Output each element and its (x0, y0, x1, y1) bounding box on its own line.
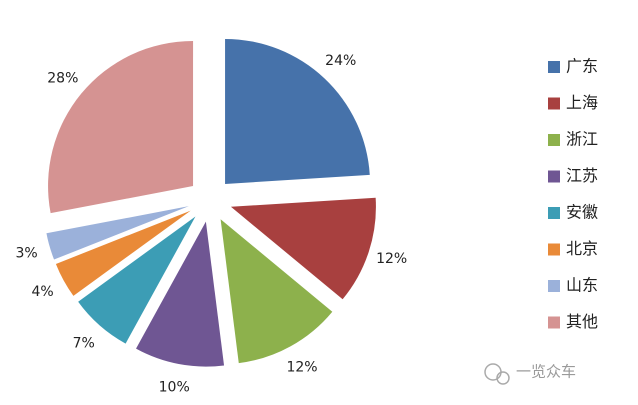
legend-swatch (548, 134, 560, 146)
legend-swatch (548, 207, 560, 219)
value-label: 10% (159, 380, 190, 396)
legend-label: 广东 (566, 57, 598, 76)
watermark: 一览众车 (516, 363, 576, 381)
legend-swatch (548, 97, 560, 110)
pie-slice (136, 221, 225, 367)
value-label: 4% (32, 284, 54, 300)
legend-swatch (548, 61, 560, 73)
legend-label: 北京 (566, 239, 598, 258)
pie-slice (55, 210, 191, 296)
value-label: 3% (15, 245, 37, 261)
legend-swatch (548, 170, 560, 183)
pie-slice (48, 40, 194, 214)
legend-label: 其他 (566, 312, 598, 331)
value-label: 24% (325, 53, 356, 69)
value-label: 12% (376, 251, 407, 267)
pie-slice (78, 216, 196, 344)
legend-label: 上海 (566, 93, 598, 112)
watermark-icon (484, 363, 510, 385)
legend-swatch (548, 316, 560, 329)
pie-slice (46, 206, 189, 260)
pie-slice (220, 219, 333, 364)
value-label: 28% (47, 70, 78, 86)
pie-slice (230, 197, 376, 300)
pie-slice (225, 38, 370, 184)
legend-swatch (548, 243, 560, 256)
legend-label: 浙江 (566, 130, 598, 149)
legend-label: 山东 (566, 276, 598, 295)
legend-swatch (548, 280, 560, 292)
value-label: 12% (286, 359, 317, 375)
value-label: 7% (73, 335, 95, 351)
legend-label: 江苏 (566, 166, 598, 185)
legend-label: 安徽 (566, 203, 598, 222)
